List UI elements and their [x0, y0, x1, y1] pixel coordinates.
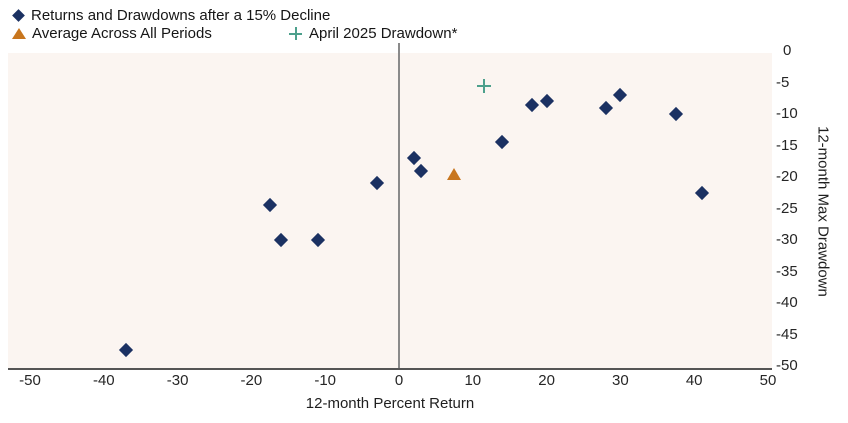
zero-axis-line	[398, 43, 400, 369]
y-axis-title: 12-month Max Drawdown	[814, 125, 832, 297]
x-axis-title: 12-month Percent Return	[305, 395, 475, 412]
y-tick-label: -25	[776, 199, 798, 217]
y-tick-label: -35	[776, 262, 798, 280]
legend-label-april-2025: April 2025 Drawdown*	[309, 25, 458, 42]
chart-legend: Returns and Drawdowns after a 15% Declin…	[0, 0, 848, 46]
y-tick-label: -40	[776, 294, 798, 311]
legend-label-average: Average Across All Periods	[32, 25, 212, 42]
average-marker-triangle	[447, 167, 462, 180]
y-tick-label: -15	[776, 136, 798, 154]
y-tick-label: -5	[776, 73, 790, 91]
x-tick-label: -40	[92, 372, 115, 389]
x-tick-label: -10	[314, 372, 337, 389]
legend-label-returns: Returns and Drawdowns after a 15% Declin…	[31, 7, 331, 24]
x-tick-label: 10	[464, 372, 482, 389]
x-tick-label: -50	[19, 372, 41, 389]
x-tick-label: -20	[240, 372, 263, 389]
y-tick-label: -10	[776, 105, 798, 122]
diamond-icon	[12, 9, 25, 22]
plot-area	[8, 53, 772, 369]
x-tick-label: 0	[394, 372, 404, 389]
april-2025-marker-plus	[476, 78, 491, 93]
y-tick-label: -30	[776, 231, 798, 248]
plus-icon	[289, 27, 302, 40]
x-tick-label: 50	[759, 372, 777, 389]
y-tick-label: -20	[776, 168, 798, 185]
x-axis-line	[8, 368, 772, 370]
legend-item-returns: Returns and Drawdowns after a 15% Declin…	[12, 7, 330, 24]
legend-item-average: Average Across All Periods	[12, 25, 212, 42]
y-tick-label: -45	[776, 325, 798, 343]
x-tick-label: 30	[612, 372, 629, 389]
x-tick-label: 20	[538, 372, 555, 389]
y-tick-label: 0	[783, 42, 792, 59]
triangle-icon	[12, 28, 26, 39]
x-tick-label: -30	[166, 372, 189, 389]
legend-item-april-2025: April 2025 Drawdown*	[289, 25, 457, 42]
y-tick-label: -50	[776, 357, 798, 374]
x-tick-label: 40	[685, 372, 703, 389]
